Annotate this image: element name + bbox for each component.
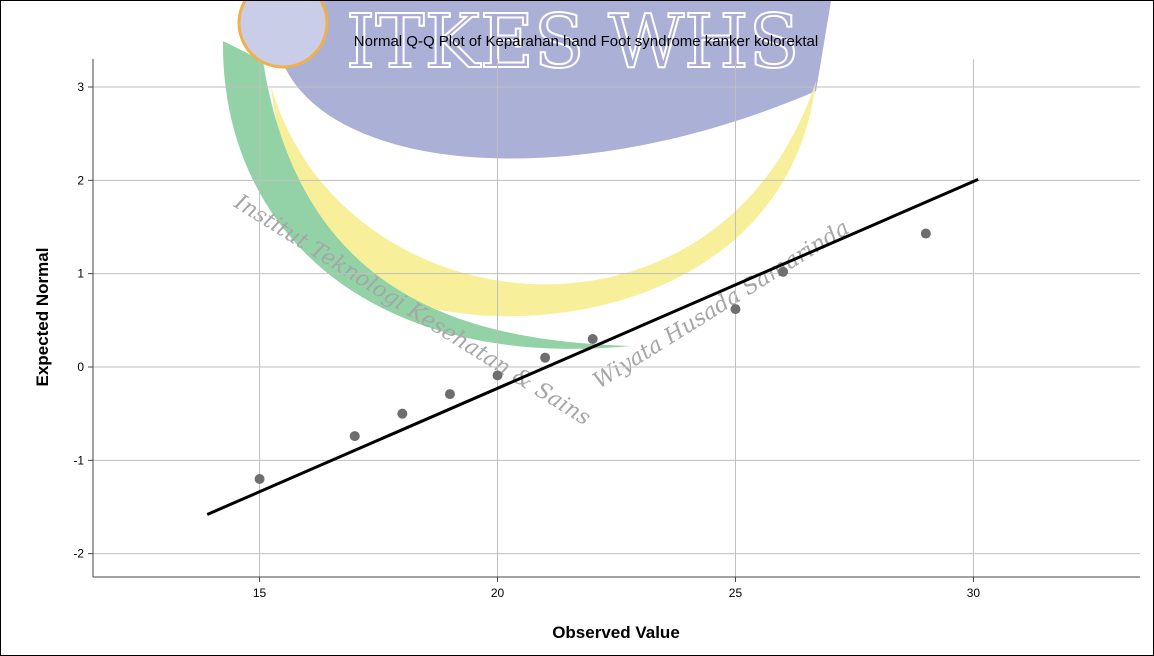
y-tick-label: 1 <box>77 267 84 281</box>
data-point <box>445 389 455 399</box>
y-tick-label: -2 <box>73 547 84 561</box>
x-tick-label: 25 <box>729 586 743 600</box>
y-tick-label: 2 <box>77 173 84 187</box>
x-tick-labels: 15 20 25 30 <box>253 577 981 600</box>
y-tick-label: 0 <box>77 360 84 374</box>
data-point <box>397 409 407 419</box>
y-tick-labels: -2 -1 0 1 2 3 <box>73 80 93 561</box>
data-point <box>255 474 265 484</box>
data-point <box>588 334 598 344</box>
data-point <box>493 370 503 380</box>
chart-title: Normal Q-Q Plot of Keparahan hand Foot s… <box>354 33 818 50</box>
data-point <box>778 267 788 277</box>
x-tick-label: 30 <box>967 586 981 600</box>
y-axis-title: Expected Normal <box>33 248 52 387</box>
data-point <box>921 229 931 239</box>
y-tick-label: 3 <box>77 80 84 94</box>
data-point <box>540 353 550 363</box>
data-point <box>730 304 740 314</box>
data-point <box>350 431 360 441</box>
x-tick-label: 15 <box>253 586 267 600</box>
x-axis-title: Observed Value <box>552 623 680 642</box>
y-tick-label: -1 <box>73 453 84 467</box>
itkes-whs-watermark: ITKES WHS Institut Teknologi Kesehatan &… <box>223 1 854 431</box>
x-tick-label: 20 <box>491 586 505 600</box>
